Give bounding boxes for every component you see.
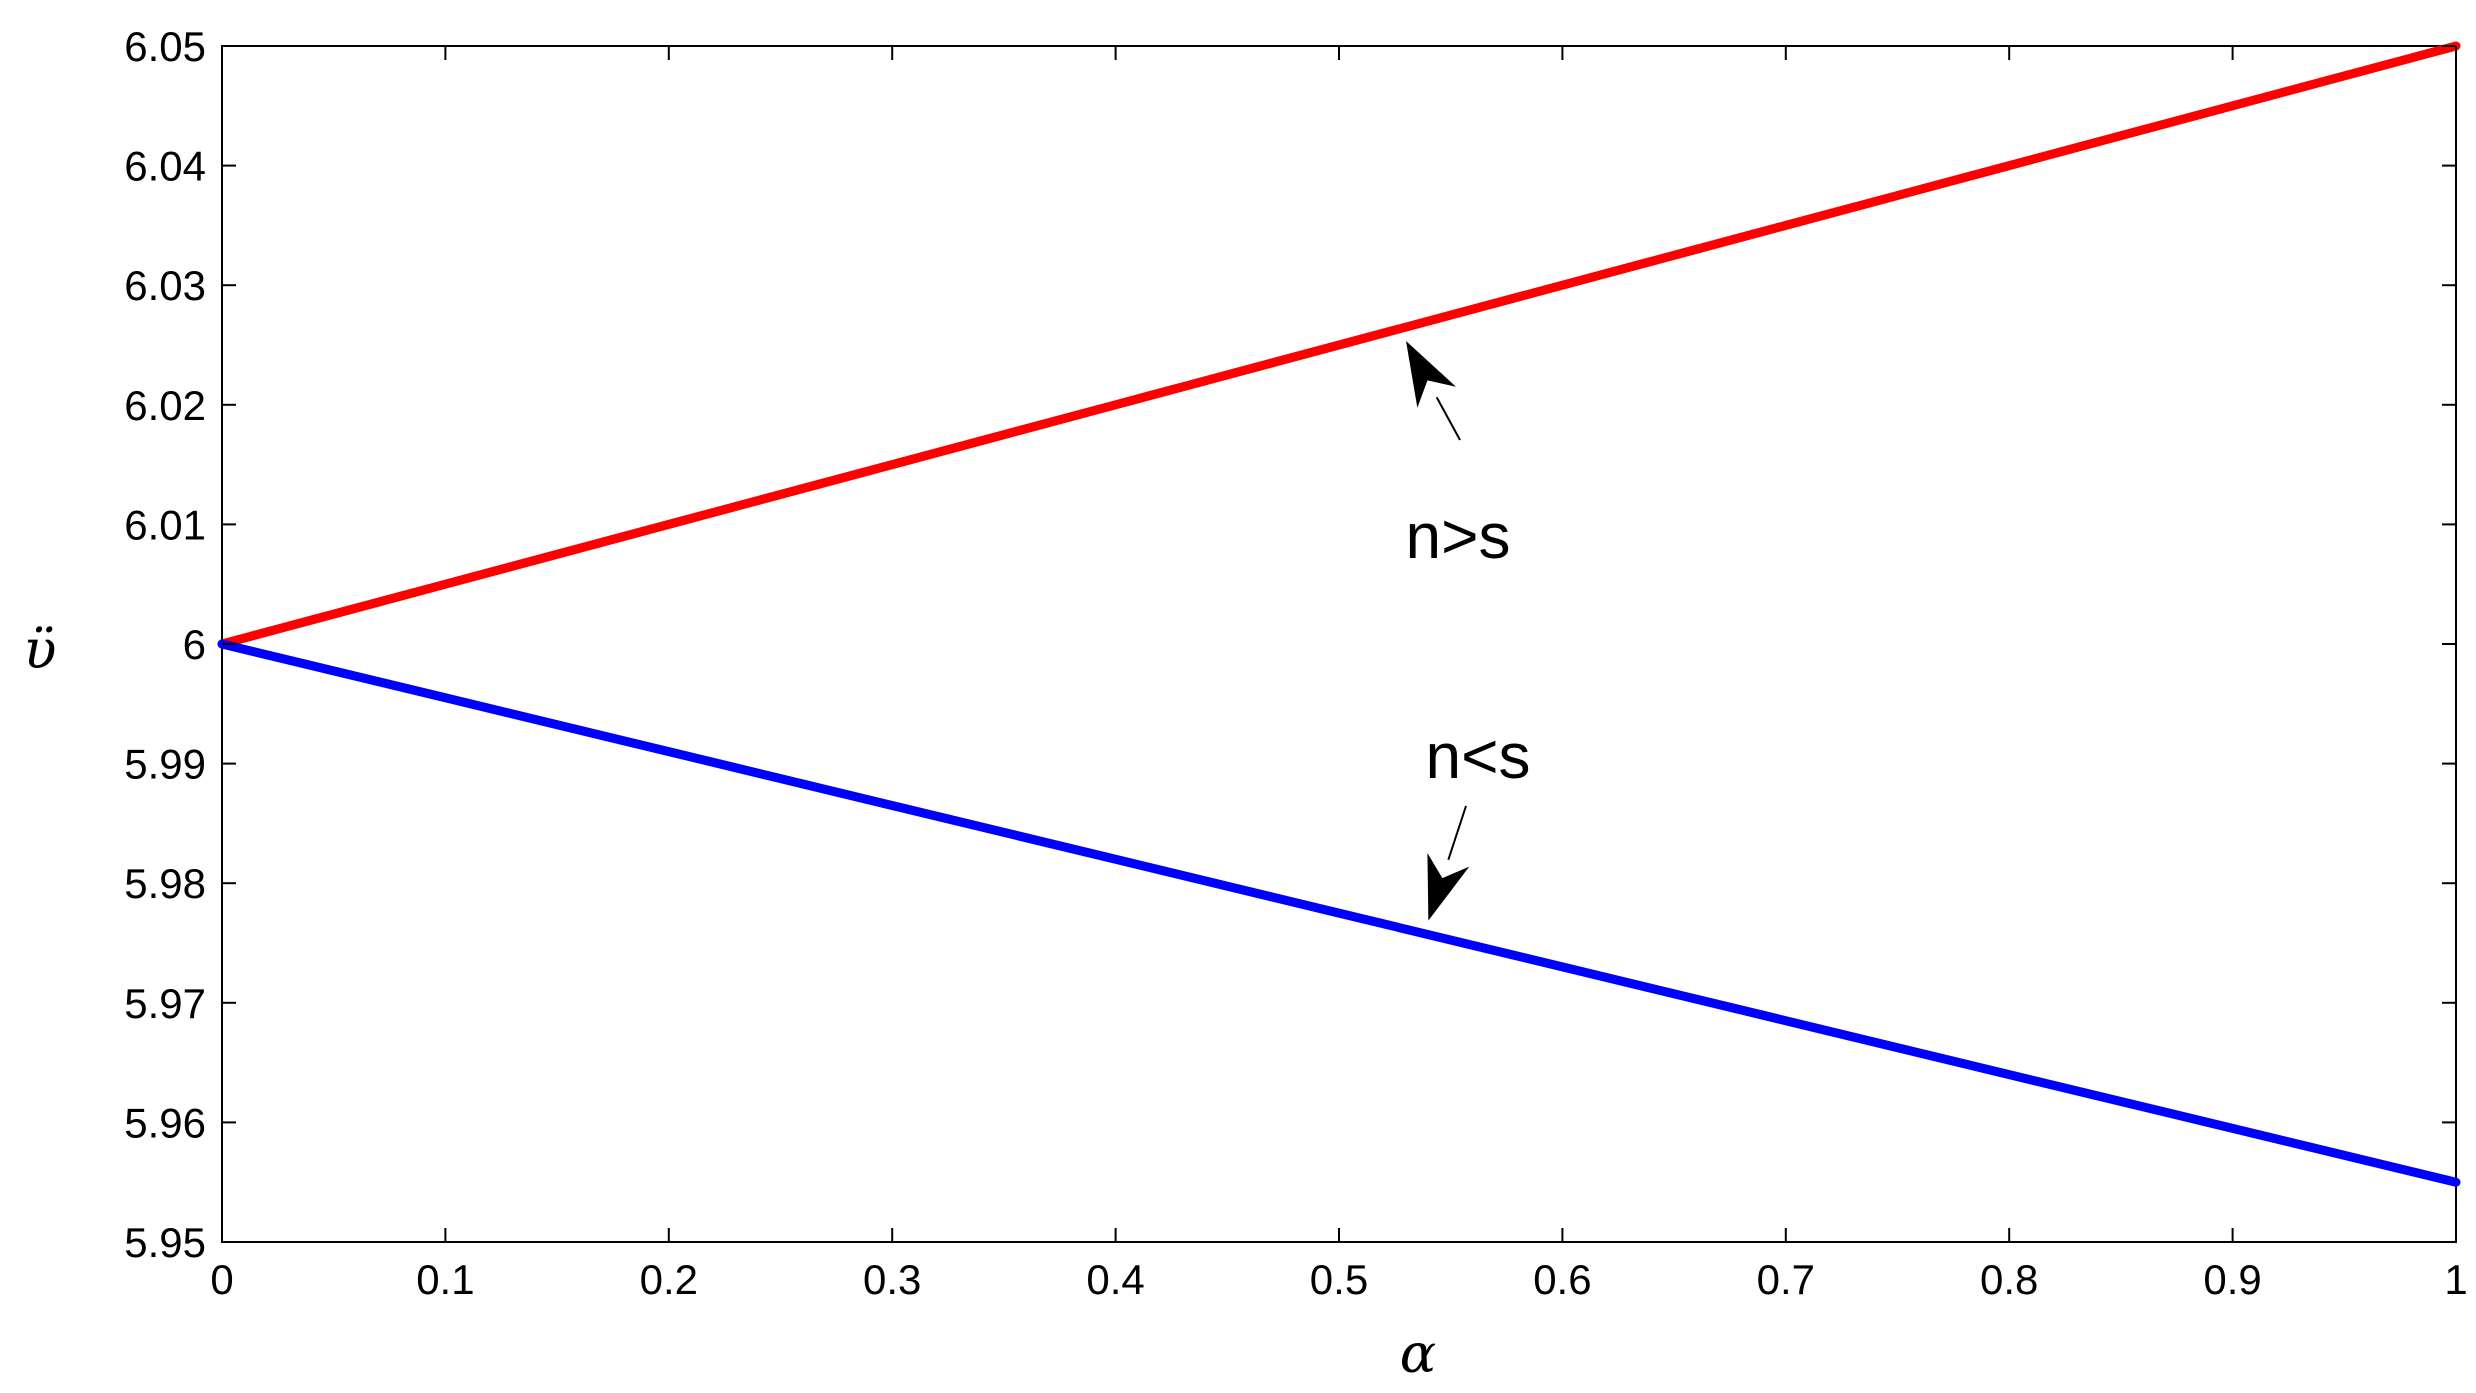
y-tick-label: 6.05 xyxy=(124,23,206,70)
annotation-arrow-head xyxy=(1406,341,1456,408)
x-tick-label: 0.2 xyxy=(640,1256,698,1303)
x-tick-label: 0.4 xyxy=(1086,1256,1144,1303)
y-tick-label: 6.04 xyxy=(124,143,206,190)
y-tick-label: 5.95 xyxy=(124,1219,206,1266)
x-tick-label: 0.1 xyxy=(416,1256,474,1303)
annotation-arrow-shaft xyxy=(1447,805,1467,861)
y-axis-label: ϋ xyxy=(24,618,57,681)
y-tick-label: 5.96 xyxy=(124,1099,206,1146)
x-tick-label: 0.8 xyxy=(1980,1256,2038,1303)
y-tick-label: 5.98 xyxy=(124,860,206,907)
x-axis-label: α xyxy=(1400,1322,1436,1385)
x-tick-label: 0 xyxy=(210,1256,233,1303)
x-tick-label: 0.9 xyxy=(2203,1256,2261,1303)
y-tick-label: 5.99 xyxy=(124,741,206,788)
y-tick-label: 6.01 xyxy=(124,501,206,548)
y-tick-label: 5.97 xyxy=(124,980,206,1027)
x-tick-label: 0.5 xyxy=(1310,1256,1368,1303)
x-tick-label: 0.3 xyxy=(863,1256,921,1303)
y-tick-label: 6.03 xyxy=(124,262,206,309)
annotation-label: n>s xyxy=(1406,500,1511,572)
x-tick-label: 0.7 xyxy=(1757,1256,1815,1303)
x-tick-label: 0.6 xyxy=(1533,1256,1591,1303)
x-tick-label: 1 xyxy=(2444,1256,2467,1303)
y-tick-label: 6 xyxy=(183,621,206,668)
annotation-arrow-head xyxy=(1427,852,1470,921)
y-tick-label: 6.02 xyxy=(124,382,206,429)
annotation-label: n<s xyxy=(1426,720,1531,792)
annotation-arrow-shaft xyxy=(1435,396,1461,441)
